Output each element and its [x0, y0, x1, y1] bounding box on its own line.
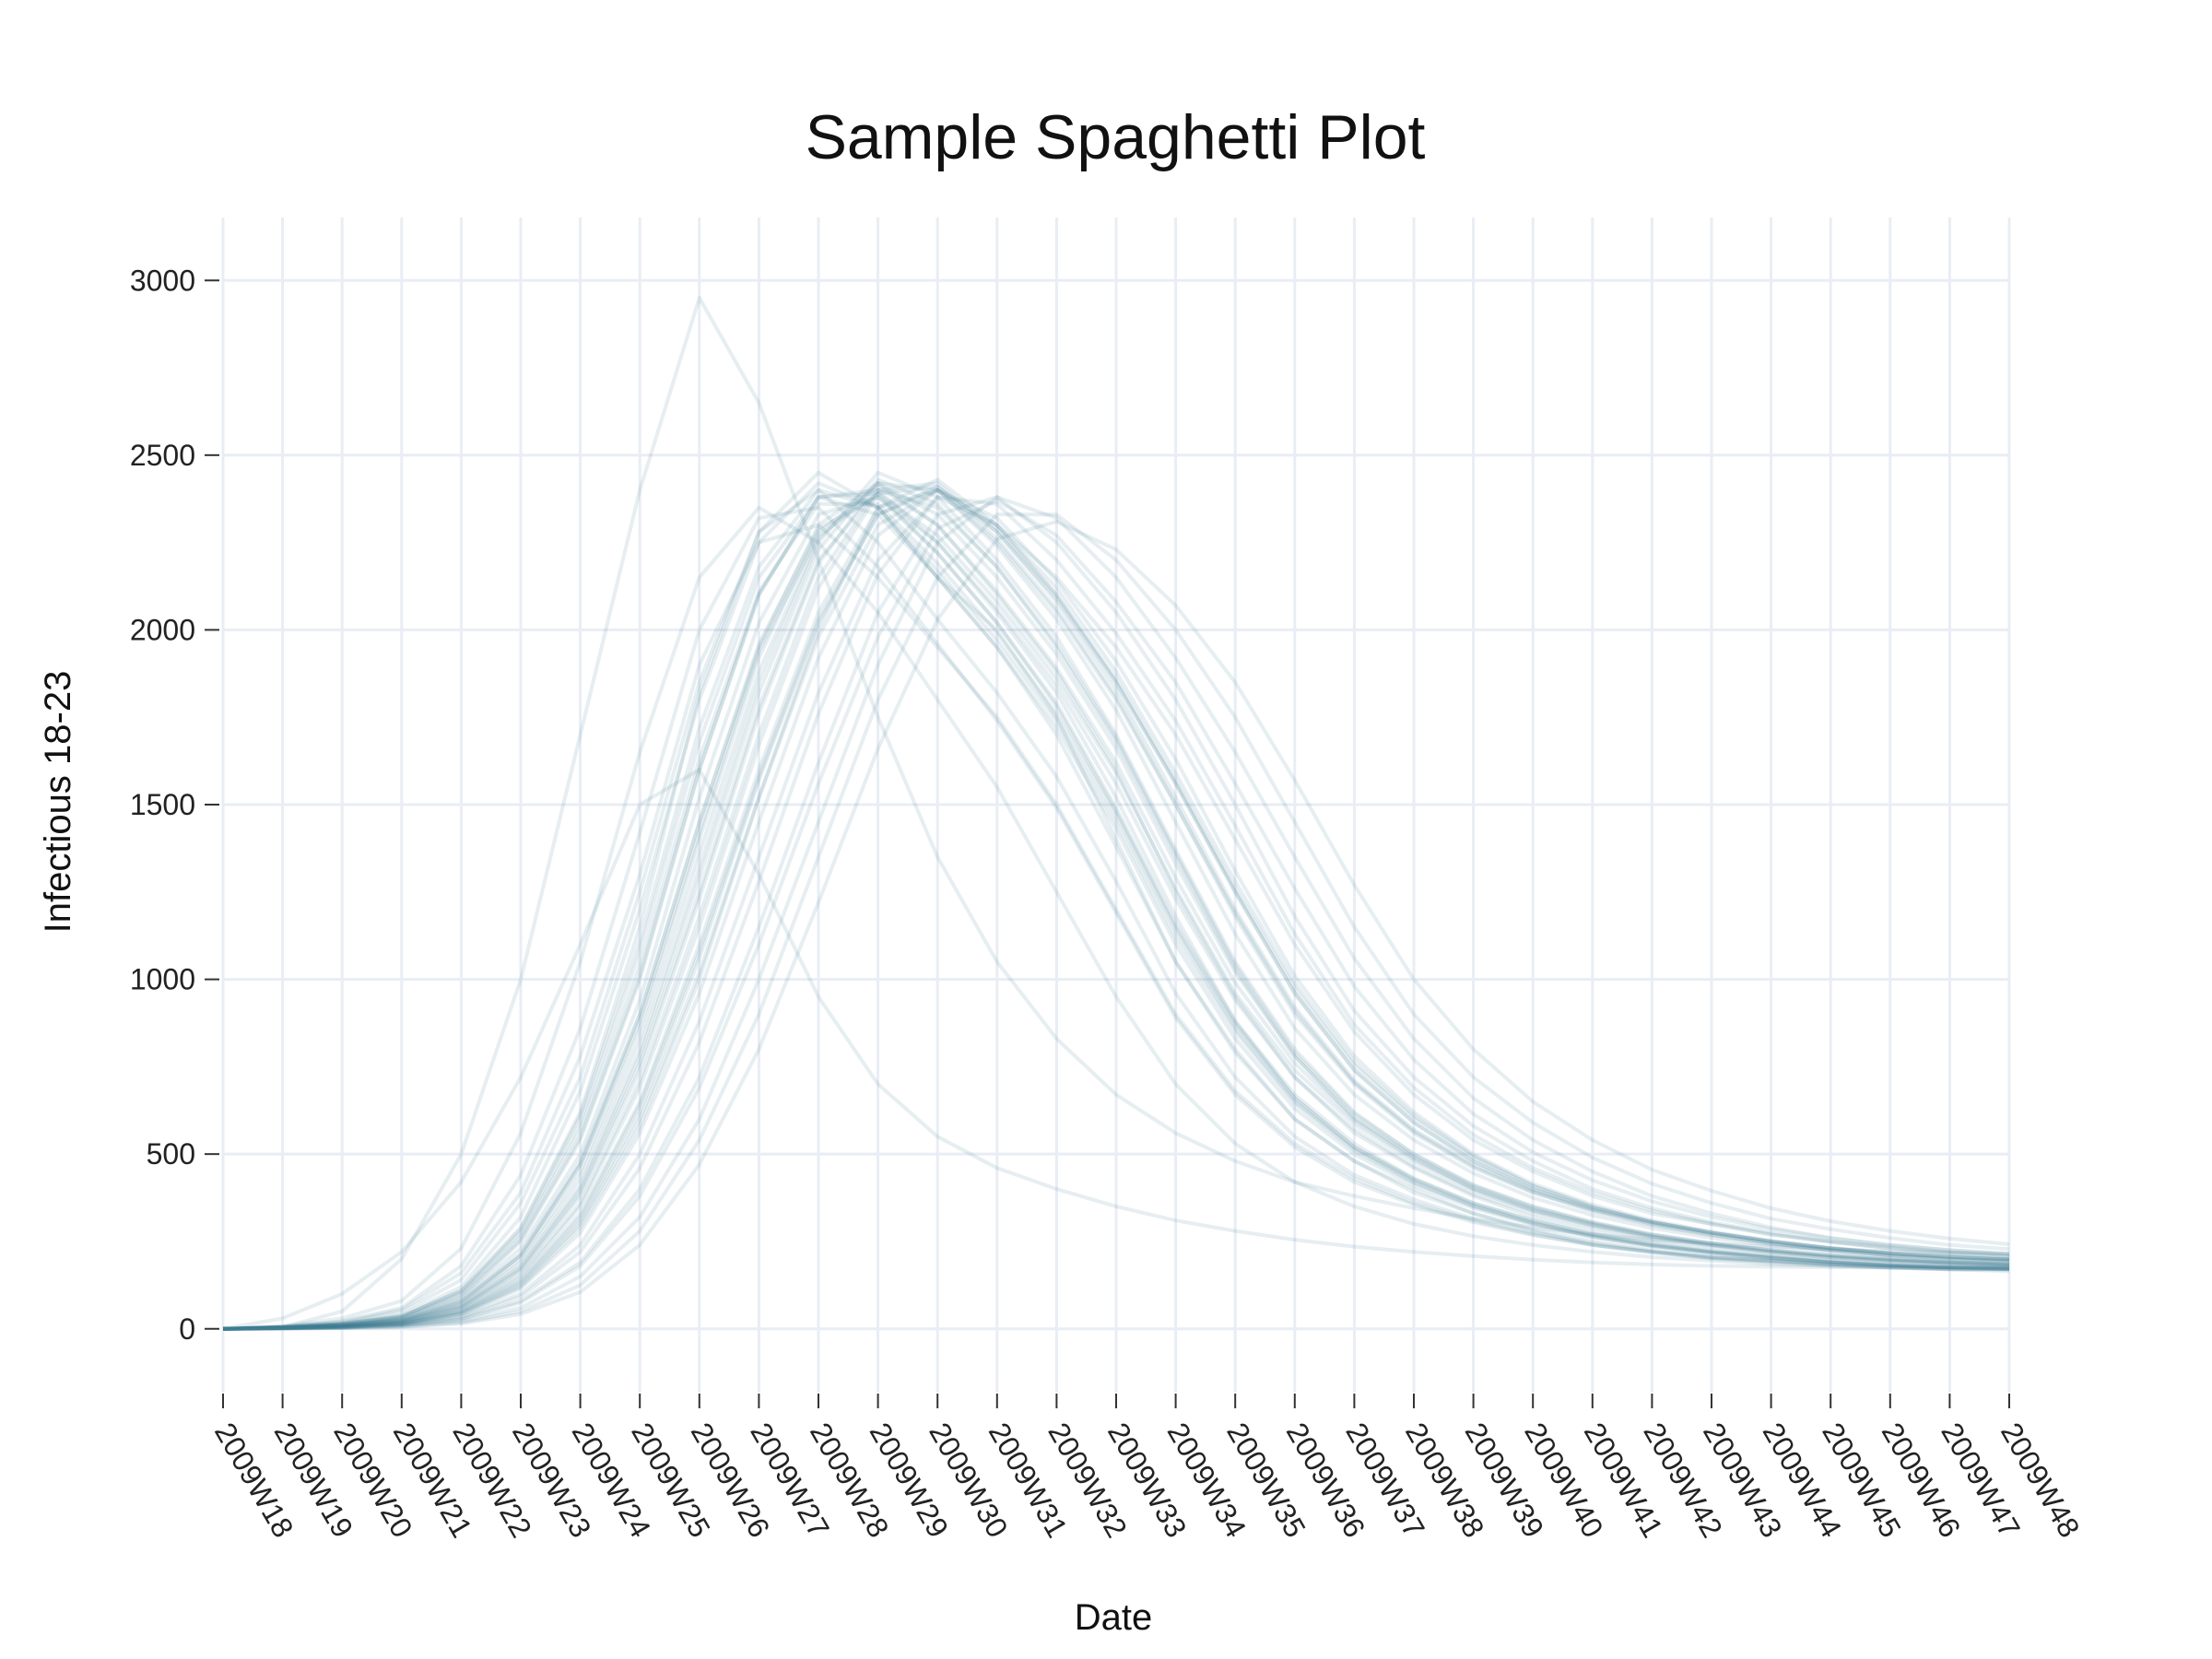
series-line — [222, 495, 2010, 1331]
series-line — [222, 495, 2010, 1331]
series-line — [222, 491, 2010, 1331]
series-line — [222, 477, 2010, 1331]
series-line — [222, 499, 2010, 1331]
series-line — [222, 481, 2010, 1331]
x-axis-label: Date — [1075, 1597, 1153, 1638]
series-line — [222, 481, 2010, 1331]
y-gridlines — [223, 278, 2009, 1331]
series-line — [222, 768, 2009, 1331]
series-line — [222, 512, 2010, 1331]
series-line — [222, 470, 2009, 1331]
series-line — [222, 488, 2010, 1331]
series-line — [222, 485, 2010, 1331]
y-tick-label: 1000 — [130, 963, 195, 996]
series-line — [222, 505, 2010, 1331]
series-line — [222, 523, 2009, 1331]
series-line — [222, 485, 2010, 1331]
y-tick-label: 500 — [147, 1137, 195, 1171]
series-line — [222, 505, 2009, 1331]
series-line — [222, 485, 2010, 1331]
series-lines — [222, 296, 2010, 1331]
chart-title: Sample Spaghetti Plot — [806, 102, 1426, 172]
series-line — [222, 495, 2010, 1331]
y-tick-label: 3000 — [130, 264, 195, 297]
y-axis-ticks: 0 500 1000 1500 2000 2500 3000 — [130, 264, 219, 1346]
y-tick-label: 1500 — [130, 788, 195, 821]
series-line — [222, 470, 2010, 1331]
series-line — [222, 488, 2010, 1331]
x-axis-ticks: 2009W182009W192009W202009W212009W222009W… — [208, 1394, 2087, 1543]
series-line — [222, 491, 2010, 1331]
series-line — [222, 488, 2010, 1331]
series-line — [222, 495, 2010, 1331]
series-line — [222, 519, 2010, 1331]
series-line — [222, 495, 2010, 1331]
y-tick-label: 2000 — [130, 613, 195, 646]
y-tick-label: 2500 — [130, 439, 195, 472]
series-line — [222, 488, 2010, 1331]
series-line — [222, 477, 2010, 1331]
series-line — [222, 488, 2010, 1331]
series-line — [222, 495, 2010, 1331]
series-line — [222, 495, 2010, 1331]
series-line — [222, 488, 2010, 1331]
series-line — [222, 481, 2009, 1331]
series-line — [222, 481, 2010, 1331]
series-line — [222, 488, 2010, 1331]
y-tick-label: 0 — [179, 1312, 195, 1346]
y-axis-label: Infectious 18-23 — [38, 671, 78, 934]
series-line — [222, 488, 2009, 1331]
series-line — [222, 296, 2010, 1331]
series-line — [222, 501, 2010, 1331]
series-line — [222, 481, 2010, 1331]
